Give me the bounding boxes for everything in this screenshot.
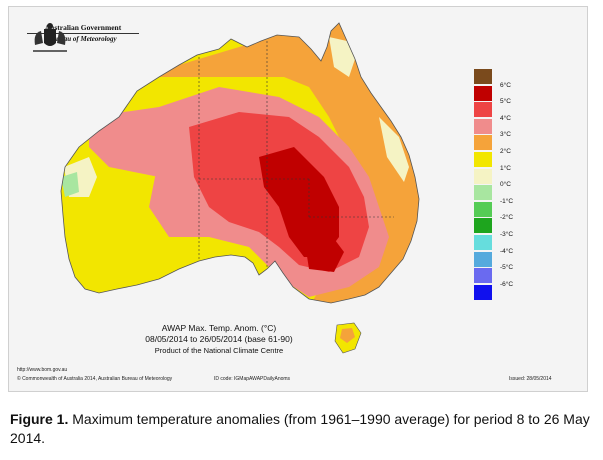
legend-swatch (474, 85, 492, 101)
legend-swatch (474, 235, 492, 250)
legend-swatch (474, 135, 492, 151)
legend-swatch (474, 152, 492, 167)
legend-label: 1°C (500, 164, 511, 172)
legend-label: -1°C (500, 197, 514, 205)
legend-swatch (474, 284, 492, 300)
legend-swatch (474, 268, 492, 284)
legend-swatch (474, 102, 492, 118)
map-panel: Australian Government Bureau of Meteorol… (8, 6, 588, 392)
legend-label: -6°C (500, 280, 514, 288)
legend-swatch (474, 185, 492, 201)
legend-swatch (474, 69, 492, 84)
org-line2: Bureau of Meteorology (49, 35, 117, 43)
caption-text: Maximum temperature anomalies (from 1961… (10, 411, 590, 446)
legend-label: -4°C (500, 247, 514, 255)
legend-label: -5°C (500, 264, 514, 272)
map-title: AWAP Max. Temp. Anom. (°C) (161, 323, 277, 333)
id-code-text: ID code: IGMapAWAPDailyAnoms (214, 376, 291, 382)
issued-text: Issued: 28/05/2014 (509, 376, 552, 382)
government-logo: Australian Government Bureau of Meteorol… (27, 21, 139, 52)
map-product: Product of the National Climate Centre (154, 346, 284, 355)
anomaly-map (60, 22, 420, 354)
figure-caption: Figure 1. Maximum temperature anomalies … (10, 410, 595, 448)
legend-label: 6°C (500, 81, 511, 89)
legend-swatch (474, 251, 492, 267)
legend-swatch (474, 218, 492, 234)
legend-label: 2°C (500, 148, 511, 155)
coastline (60, 22, 420, 304)
legend-label: 3°C (500, 131, 511, 139)
website-text: http://www.bom.gov.au (17, 367, 68, 373)
coat-of-arms-icon (33, 23, 67, 52)
legend-label: 5°C (500, 98, 511, 106)
org-line1: Australian Government (27, 23, 139, 34)
copyright-text: © Commonwealth of Australia 2014, Austra… (17, 376, 173, 382)
map-title-block: AWAP Max. Temp. Anom. (°C) 08/05/2014 to… (89, 323, 349, 356)
legend-label: 4°C (500, 114, 511, 122)
legend-swatch (474, 118, 492, 134)
legend-swatch (474, 168, 492, 184)
legend-label: -3°C (500, 231, 514, 238)
anomaly-fill (61, 23, 419, 303)
legend-swatch (474, 201, 492, 217)
map-period: 08/05/2014 to 26/05/2014 (base 61-90) (145, 334, 293, 344)
caption-label: Figure 1. (10, 411, 69, 427)
legend-label: 0°C (500, 181, 511, 189)
legend-label: -2°C (500, 214, 514, 222)
